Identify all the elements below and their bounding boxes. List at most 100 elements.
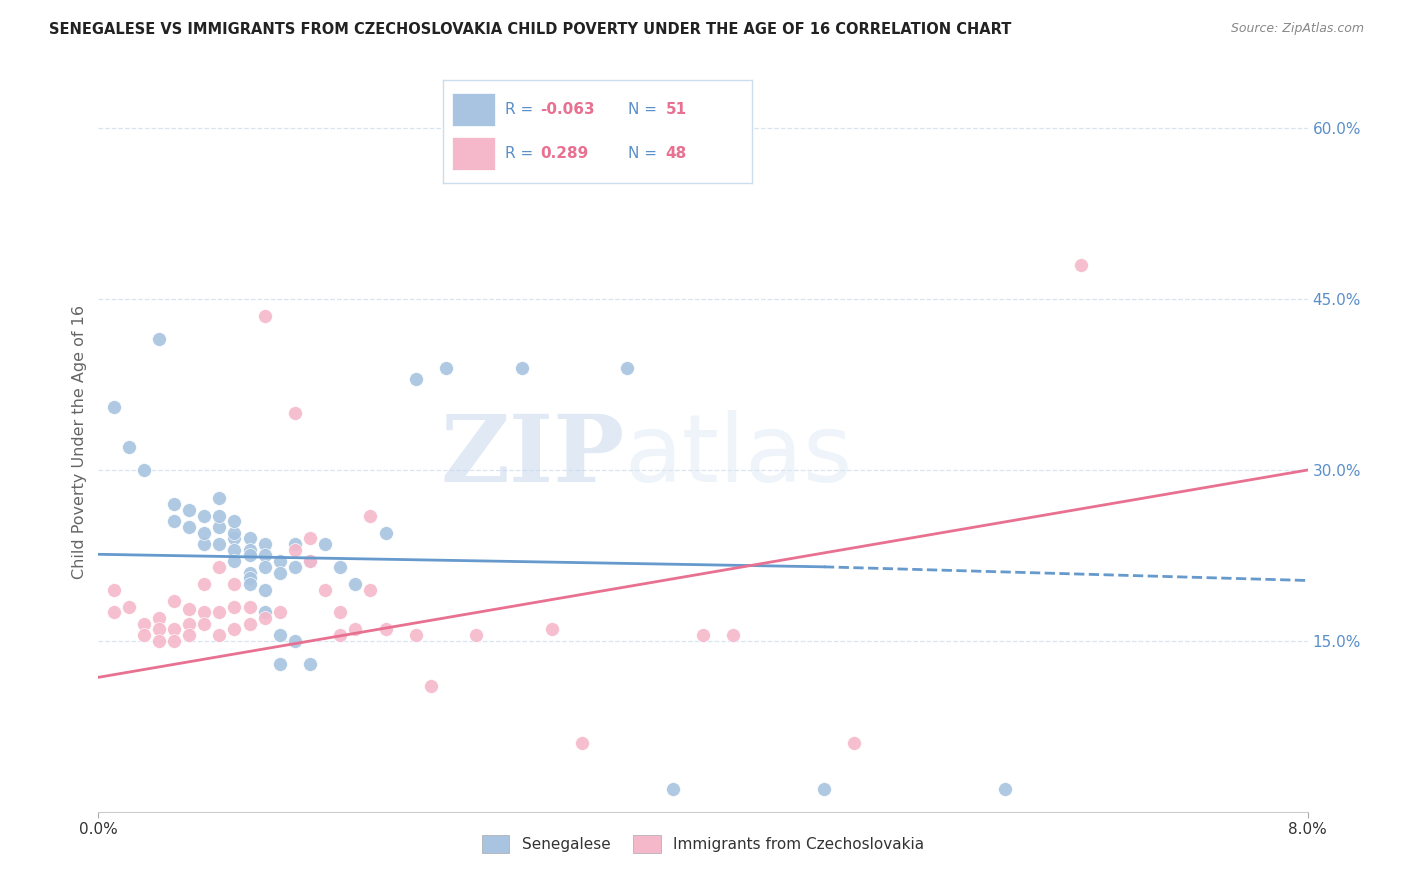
Point	[253, 582, 276, 597]
Point	[329, 606, 352, 620]
Point	[208, 508, 231, 523]
Point	[239, 532, 262, 546]
Point	[344, 577, 367, 591]
Text: Source: ZipAtlas.com: Source: ZipAtlas.com	[1230, 22, 1364, 36]
Point	[239, 616, 262, 631]
Point	[360, 582, 382, 597]
Point	[208, 491, 231, 506]
Text: N =: N =	[628, 103, 662, 117]
Point	[299, 554, 322, 568]
Point	[148, 633, 170, 648]
Text: 0.289: 0.289	[540, 146, 589, 161]
Point	[510, 360, 533, 375]
Point	[239, 577, 262, 591]
Point	[284, 537, 307, 551]
Point	[284, 406, 307, 420]
Point	[224, 542, 246, 557]
Legend: Senegalese, Immigrants from Czechoslovakia: Senegalese, Immigrants from Czechoslovak…	[475, 829, 931, 860]
Point	[269, 657, 291, 671]
Point	[269, 566, 291, 580]
Text: N =: N =	[628, 146, 662, 161]
Point	[253, 310, 276, 324]
Point	[540, 623, 562, 637]
Point	[360, 508, 382, 523]
Y-axis label: Child Poverty Under the Age of 16: Child Poverty Under the Age of 16	[72, 304, 87, 579]
Point	[239, 566, 262, 580]
Point	[103, 606, 125, 620]
Point	[269, 554, 291, 568]
Point	[118, 599, 141, 614]
Point	[179, 602, 201, 616]
Point	[103, 582, 125, 597]
Text: -0.063: -0.063	[540, 103, 595, 117]
Text: 48: 48	[665, 146, 688, 161]
Point	[163, 623, 186, 637]
Point	[314, 537, 336, 551]
FancyBboxPatch shape	[453, 93, 495, 127]
Point	[239, 549, 262, 563]
Point	[179, 503, 201, 517]
Point	[224, 623, 246, 637]
Point	[193, 606, 215, 620]
Point	[148, 611, 170, 625]
Point	[132, 616, 155, 631]
Point	[148, 332, 170, 346]
Point	[571, 736, 593, 750]
Point	[179, 616, 201, 631]
Point	[208, 606, 231, 620]
Point	[253, 537, 276, 551]
Point	[434, 360, 457, 375]
Point	[299, 554, 322, 568]
Point	[224, 599, 246, 614]
Point	[284, 633, 307, 648]
Point	[179, 520, 201, 534]
Point	[193, 508, 215, 523]
Point	[314, 582, 336, 597]
Point	[465, 628, 488, 642]
Point	[239, 571, 262, 585]
Point	[299, 532, 322, 546]
Point	[253, 611, 276, 625]
Text: R =: R =	[505, 146, 543, 161]
Point	[224, 554, 246, 568]
Point	[208, 559, 231, 574]
Point	[208, 520, 231, 534]
Point	[253, 559, 276, 574]
Point	[253, 606, 276, 620]
FancyBboxPatch shape	[453, 136, 495, 170]
Point	[616, 360, 638, 375]
Point	[269, 628, 291, 642]
Point	[269, 606, 291, 620]
Point	[420, 680, 443, 694]
Point	[224, 532, 246, 546]
Point	[163, 633, 186, 648]
Point	[208, 537, 231, 551]
Point	[163, 514, 186, 528]
Point	[284, 559, 307, 574]
Point	[132, 463, 155, 477]
Point	[163, 594, 186, 608]
Text: ZIP: ZIP	[440, 411, 624, 501]
Point	[994, 781, 1017, 796]
Point	[118, 440, 141, 454]
Point	[329, 628, 352, 642]
Point	[723, 628, 745, 642]
Point	[239, 599, 262, 614]
Point	[193, 525, 215, 540]
Point	[692, 628, 714, 642]
Point	[132, 628, 155, 642]
Point	[813, 781, 835, 796]
Point	[405, 372, 427, 386]
Text: atlas: atlas	[624, 410, 852, 502]
Point	[193, 616, 215, 631]
Point	[344, 623, 367, 637]
Point	[179, 628, 201, 642]
Point	[253, 549, 276, 563]
Point	[299, 657, 322, 671]
Point	[148, 623, 170, 637]
Text: SENEGALESE VS IMMIGRANTS FROM CZECHOSLOVAKIA CHILD POVERTY UNDER THE AGE OF 16 C: SENEGALESE VS IMMIGRANTS FROM CZECHOSLOV…	[49, 22, 1011, 37]
Text: 51: 51	[665, 103, 686, 117]
Point	[239, 542, 262, 557]
Point	[284, 542, 307, 557]
Point	[208, 628, 231, 642]
